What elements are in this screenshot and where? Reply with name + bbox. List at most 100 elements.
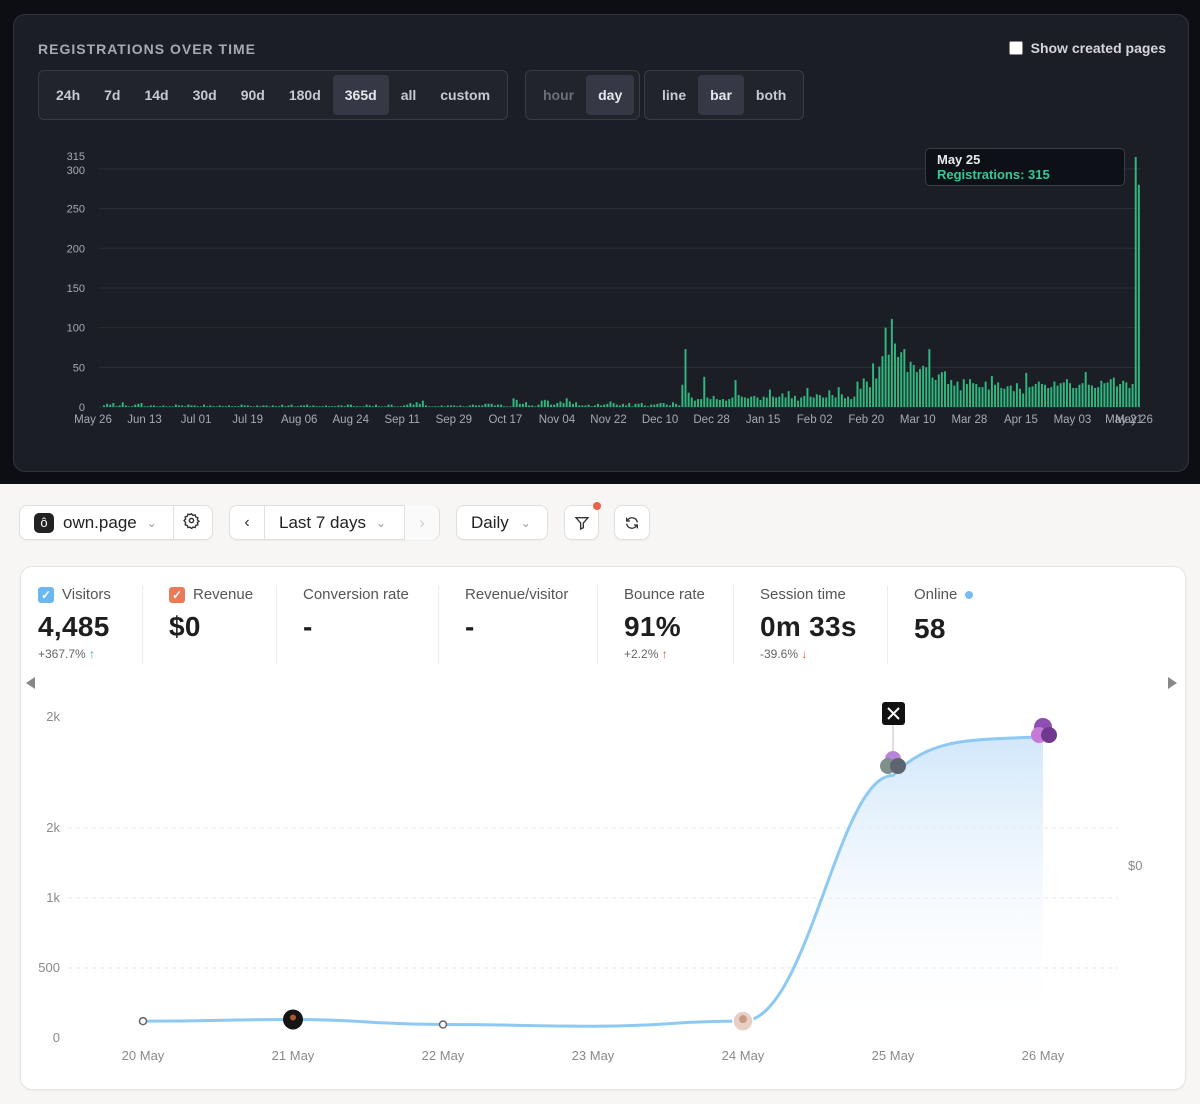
bar [706,397,709,407]
bar [309,406,312,407]
bar [950,380,953,407]
bar [218,405,221,407]
bar [700,399,703,407]
option-hour[interactable]: hour [543,87,575,103]
bar [922,365,925,407]
bar [944,371,946,407]
option-30d[interactable]: 30d [192,87,217,103]
bar [443,406,446,407]
bar [231,406,234,407]
option-90d[interactable]: 90d [240,87,265,103]
option-custom[interactable]: custom [440,87,491,103]
bar [625,405,628,407]
option-both[interactable]: both [755,87,787,103]
interval-selector[interactable]: Daily ⌄ [456,505,548,540]
bar [124,405,127,407]
bar [822,397,825,407]
show-created-checkbox[interactable] [1008,41,1023,55]
bar [371,406,374,407]
period-selector[interactable]: ‹ Last 7 days ⌄ › [229,505,440,540]
bar [584,405,587,407]
bar [375,404,377,407]
option-365d[interactable]: 365d [332,75,389,115]
bar [1012,391,1015,407]
bar [928,349,931,407]
bar [753,395,756,407]
option-all[interactable]: all [400,87,417,103]
bar [1078,384,1081,407]
metric-divider [276,586,277,664]
bar [1062,382,1065,407]
bar [437,406,440,407]
site-selector[interactable]: ô own.page ⌄ [19,505,213,540]
bar [446,405,449,407]
metric-change-value: -39.6% [760,647,799,661]
bar [909,361,912,407]
refresh-button[interactable] [614,505,650,540]
bar [209,405,212,407]
bar [643,405,646,407]
checkbox-icon[interactable]: ✓ [38,586,54,603]
arrow-right-icon[interactable] [1168,677,1177,689]
bar [600,405,603,407]
bar [178,405,180,407]
gear-icon[interactable] [182,512,200,534]
chevron-left-icon[interactable]: ‹ [230,505,265,540]
bar [890,318,893,407]
bar [1047,387,1050,407]
option-day[interactable]: day [586,75,635,115]
arrow-left-icon[interactable] [26,677,35,689]
bar [550,404,553,407]
option-7d[interactable]: 7d [104,87,121,103]
bar [1059,383,1062,407]
show-created-pages-toggle[interactable]: Show created pages [1008,40,1166,56]
x-tick-label: Apr 15 [1004,414,1038,426]
bar [809,396,812,407]
metric-label-row: Online [914,586,974,603]
bar [618,405,621,407]
bar [115,406,118,407]
metric-change: +367.7% ↑ [38,647,111,661]
chevron-right-icon[interactable]: › [404,505,439,540]
bar [353,406,356,407]
bar [553,404,556,407]
bar [206,406,209,407]
option-bar[interactable]: bar [698,75,744,115]
option-24h[interactable]: 24h [56,87,81,103]
option-180d[interactable]: 180d [288,87,321,103]
filter-button[interactable] [564,505,599,540]
bar [468,405,471,407]
bar [722,399,724,407]
bar [1050,387,1053,407]
option-line[interactable]: line [662,87,687,103]
bar [556,403,559,407]
chart-tooltip: May 25 Registrations: 315 [925,148,1125,186]
bar [940,372,943,407]
metric-visitors[interactable]: ✓ Visitors 4,485 +367.7% ↑ [38,586,111,661]
bar [156,406,159,407]
bar [1065,379,1068,407]
x-tick-label: May 03 [1054,414,1092,426]
bar [1131,383,1134,407]
bar [434,406,437,407]
bar [512,398,515,407]
metric-revenue[interactable]: ✓ Revenue $0 [169,586,253,643]
checkbox-icon[interactable]: ✓ [169,586,185,603]
bar [800,397,803,407]
metric-value: 4,485 [38,611,110,642]
bar [734,380,737,407]
bar [234,406,237,407]
chart-type-selector: line bar both [644,70,805,120]
bar [137,403,140,407]
bar [537,404,540,407]
bar [765,397,768,407]
metric-label: Visitors [62,586,111,603]
metric-label-row: ✓ Visitors [38,586,111,603]
x-tick-label: Mar 10 [900,414,936,426]
registrations-panel: REGISTRATIONS OVER TIME Show created pag… [0,0,1200,484]
bar [862,378,865,407]
bar [1081,383,1084,407]
y-tick-label: 100 [67,323,85,335]
bar [440,405,443,407]
option-14d[interactable]: 14d [144,87,169,103]
